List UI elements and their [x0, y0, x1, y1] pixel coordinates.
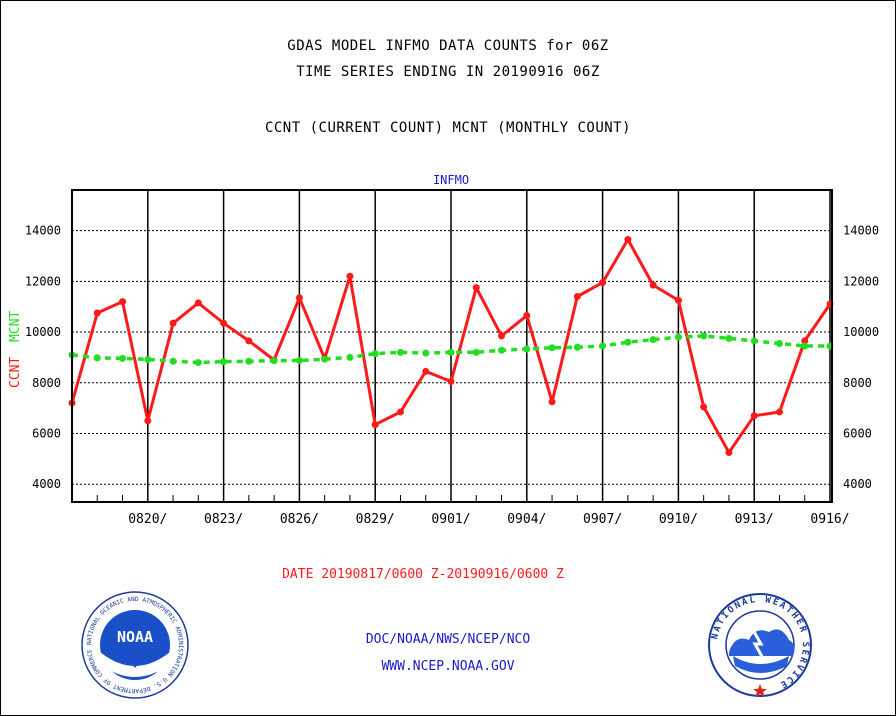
data-point-ccnt [169, 319, 177, 327]
nws-logo: NATIONAL WEATHER SERVICE [708, 593, 812, 697]
data-point-mcnt [119, 354, 127, 362]
data-point-mcnt [144, 355, 152, 363]
data-point-ccnt [725, 449, 733, 457]
data-point-ccnt [119, 298, 127, 306]
data-point-ccnt [220, 319, 228, 327]
footer-url[interactable]: WWW.NCEP.NOAA.GOV [381, 659, 515, 674]
x-tick-label: 0829/ [356, 512, 395, 527]
data-point-ccnt [700, 403, 708, 411]
data-point-ccnt [144, 417, 152, 425]
y-tick-label-left: 6000 [32, 427, 61, 441]
y-tick-label-left: 10000 [25, 325, 61, 339]
data-point-mcnt [775, 339, 783, 347]
data-point-mcnt [624, 338, 632, 346]
data-point-ccnt [498, 332, 506, 340]
y-tick-label-left: 4000 [32, 477, 61, 491]
plot-border [71, 189, 833, 503]
series-group [68, 235, 834, 457]
data-point-mcnt [472, 348, 480, 356]
data-point-ccnt [775, 408, 783, 416]
data-point-ccnt [194, 299, 202, 307]
data-point-ccnt [295, 294, 303, 302]
noaa-logo-text: NOAA [117, 628, 153, 646]
y-tick-label-left: 12000 [25, 274, 61, 288]
xlabel-date: DATE 20190817/0600 Z-20190916/0600 Z [282, 567, 564, 582]
data-point-ccnt [472, 284, 480, 292]
data-point-mcnt [498, 346, 506, 354]
data-point-ccnt [422, 367, 430, 375]
data-point-ccnt [93, 309, 101, 317]
data-point-mcnt [346, 353, 354, 361]
ylabel-ccnt: CCNT [8, 357, 23, 388]
data-point-ccnt [346, 272, 354, 280]
data-point-mcnt [523, 345, 531, 353]
x-tick-label: 0823/ [204, 512, 243, 527]
noaa-logo: NATIONAL OCEANIC AND ATMOSPHERIC ADMINIS… [81, 591, 189, 699]
data-point-mcnt [750, 337, 758, 345]
y-axis-left: 4000 6000 8000 10000 12000 14000 [25, 224, 61, 492]
data-point-ccnt [396, 408, 404, 416]
data-point-ccnt [801, 337, 809, 345]
data-point-ccnt [523, 312, 531, 320]
y-tick-label-left: 8000 [32, 376, 61, 390]
data-point-mcnt [194, 358, 202, 366]
y-tick-label-right: 14000 [843, 224, 879, 238]
chart-title-line2: TIME SERIES ENDING IN 20190916 06Z [296, 64, 600, 80]
data-point-ccnt [649, 281, 657, 289]
data-point-mcnt [801, 342, 809, 350]
data-point-mcnt [548, 344, 556, 352]
y-tick-label-right: 6000 [843, 427, 872, 441]
x-tick-label: 0820/ [128, 512, 167, 527]
data-point-mcnt [599, 342, 607, 350]
data-point-mcnt [725, 334, 733, 342]
x-tick-label: 0916/ [810, 512, 849, 527]
y-axis-right: 4000 6000 8000 10000 12000 14000 [843, 224, 879, 492]
footer-org: DOC/NOAA/NWS/NCEP/NCO [365, 632, 531, 647]
data-point-ccnt [599, 279, 607, 287]
chart-title-line1: GDAS MODEL INFMO DATA COUNTS for 06Z [287, 38, 609, 54]
data-point-mcnt [220, 358, 228, 366]
data-point-mcnt [674, 333, 682, 341]
data-point-mcnt [371, 350, 379, 358]
data-point-mcnt [700, 332, 708, 340]
data-point-mcnt [295, 356, 303, 364]
data-point-mcnt [447, 348, 455, 356]
data-point-ccnt [573, 293, 581, 301]
data-point-mcnt [422, 349, 430, 357]
data-point-mcnt [649, 336, 657, 344]
data-point-ccnt [548, 398, 556, 406]
data-point-mcnt [573, 343, 581, 351]
grid [71, 190, 832, 502]
data-point-mcnt [169, 357, 177, 365]
y-tick-label-left: 14000 [25, 224, 61, 238]
x-tick-label: 0913/ [735, 512, 774, 527]
plot-title: INFMO [433, 173, 469, 187]
data-point-ccnt [371, 421, 379, 429]
data-point-ccnt [447, 378, 455, 386]
y-tick-label-right: 12000 [843, 274, 879, 288]
data-point-ccnt [624, 235, 632, 243]
x-tick-label: 0907/ [583, 512, 622, 527]
data-point-mcnt [245, 357, 253, 365]
x-tick-label: 0826/ [280, 512, 319, 527]
data-point-ccnt [245, 337, 253, 345]
x-tick-label: 0904/ [507, 512, 546, 527]
data-point-mcnt [396, 348, 404, 356]
y-tick-label-right: 4000 [843, 477, 872, 491]
x-axis: 0820/0823/0826/0829/0901/0904/0907/0910/… [128, 512, 849, 527]
x-tick-label: 0901/ [431, 512, 470, 527]
data-point-mcnt [270, 357, 278, 365]
data-point-mcnt [321, 355, 329, 363]
data-point-ccnt [674, 296, 682, 304]
x-tick-label: 0910/ [659, 512, 698, 527]
data-point-ccnt [750, 412, 758, 420]
data-point-mcnt [93, 354, 101, 362]
y-tick-label-right: 8000 [843, 376, 872, 390]
chart-subtitle: CCNT (CURRENT COUNT) MCNT (MONTHLY COUNT… [264, 120, 632, 136]
ylabel-mcnt: MCNT [8, 311, 23, 342]
y-tick-label-right: 10000 [843, 325, 879, 339]
line-chart: INFMO 4000 6000 8000 10000 12000 14000 4000 60… [8, 173, 879, 582]
